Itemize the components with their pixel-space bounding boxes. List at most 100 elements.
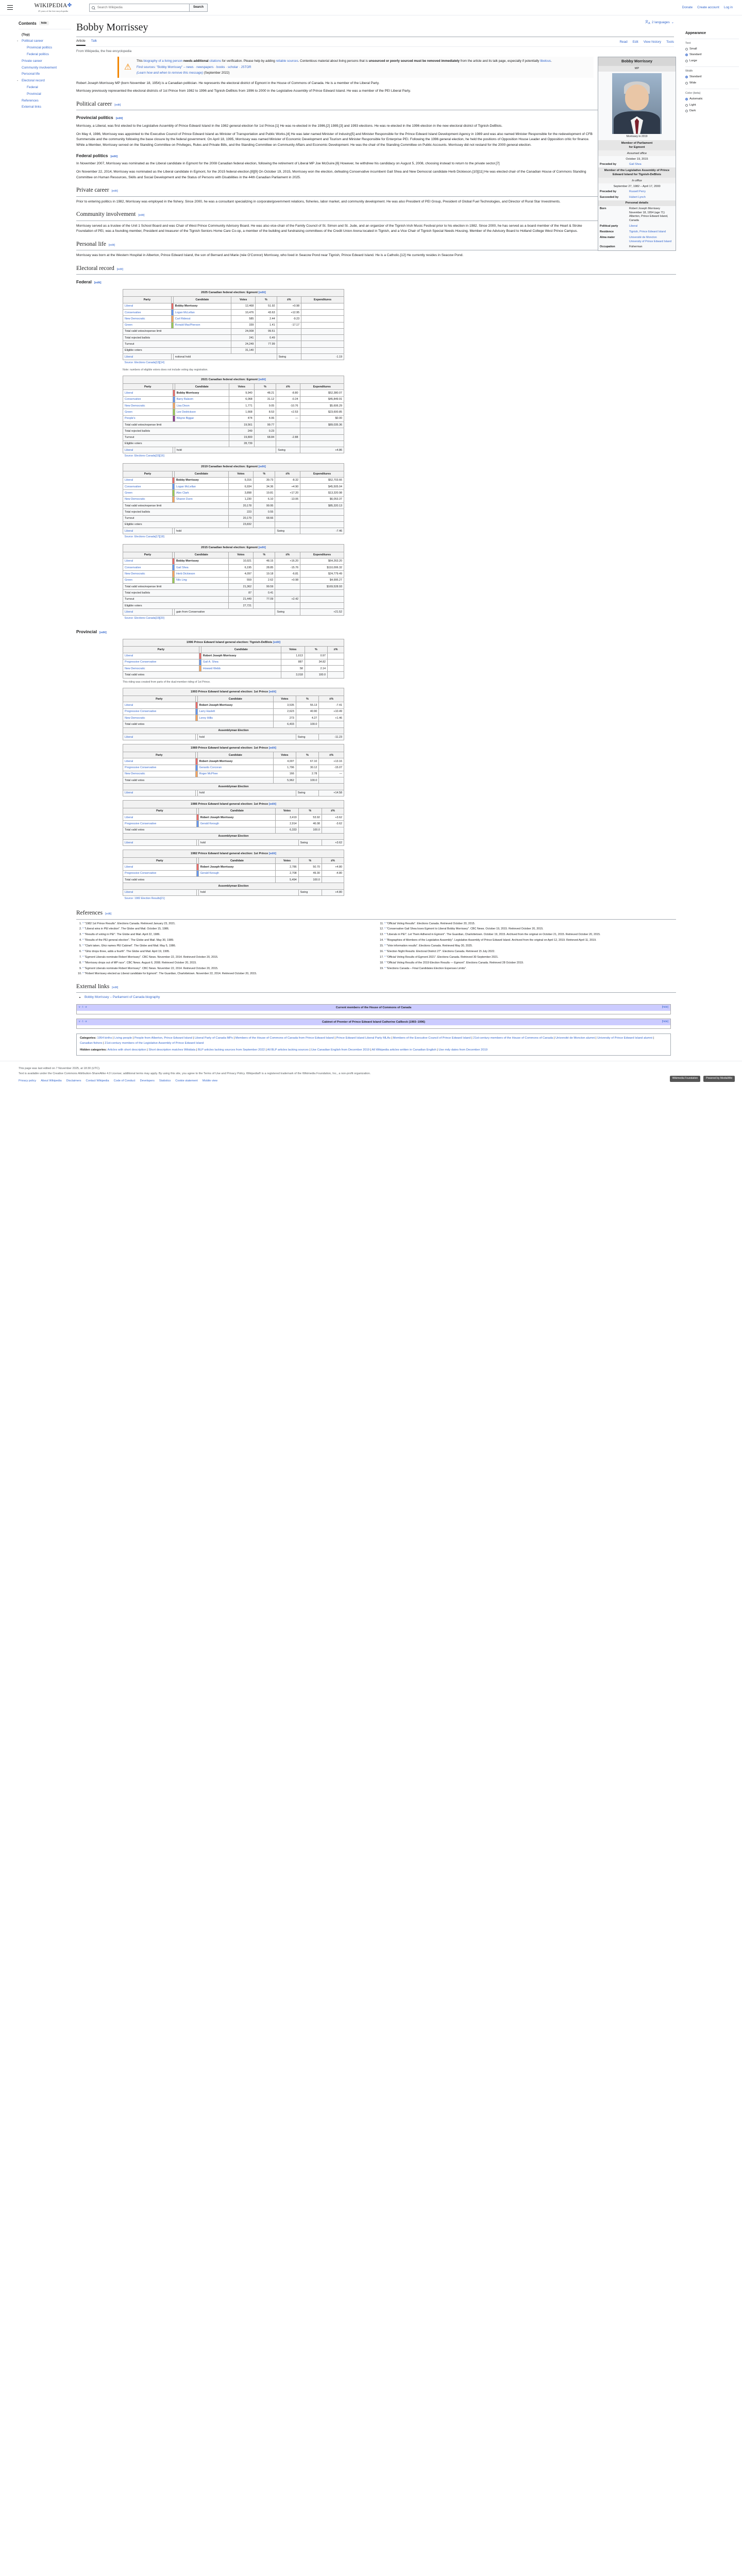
navbox-hide[interactable]: [hide] [662,1005,668,1009]
login-link[interactable]: Log in [723,5,733,9]
create-account-link[interactable]: Create account [697,5,719,9]
radio-icon[interactable] [685,104,688,107]
hidden-category-item[interactable]: All Wikipedia articles written in Canadi… [372,1048,436,1052]
footer-link[interactable]: Statistics [159,1079,171,1082]
edit-link[interactable]: [edit] [114,104,121,107]
toc-item-provincial-politics[interactable]: Provincial politics [27,46,53,50]
hidden-category-item[interactable]: Use mdy dates from December 2019 [439,1048,488,1052]
tab-talk[interactable]: Talk [91,39,97,43]
appearance-width-standard[interactable]: Standard [685,74,739,80]
radio-icon[interactable] [685,54,688,57]
cell-candidate: Bobby Morrissey [174,477,229,484]
navbox-hide[interactable]: [hide] [662,1020,668,1024]
hidden-category-item[interactable]: All BLP articles lacking sources [267,1048,309,1052]
toc-item-external-links[interactable]: External links [22,105,42,109]
tab-edit[interactable]: Edit [632,40,638,44]
tab-article[interactable]: Article [76,39,86,46]
toc-hide-button[interactable]: hide [39,21,49,25]
edit-link[interactable]: [edit] [110,155,118,158]
tab-view-history[interactable]: View history [643,40,662,44]
category-item[interactable]: Members of the House of Commons of Canad… [235,1037,334,1040]
banner-link-citations[interactable]: citations [209,59,222,63]
navbox-vde[interactable]: v · t · e [79,1020,87,1024]
hidden-category-item[interactable]: BLP articles lacking sources from Septem… [197,1048,265,1052]
toc-item-electoral-record[interactable]: ⌄ Electoral record [16,78,45,83]
category-item[interactable]: Université de Moncton alumni [555,1037,595,1040]
toc-item-federal[interactable]: Federal [27,85,38,89]
footer-link[interactable]: Mobile view [202,1079,218,1082]
footer-link[interactable]: Developers [140,1079,155,1082]
wikimedia-badge[interactable]: Wikimedia Foundation [669,1076,701,1082]
edit-link[interactable]: [edit] [108,243,115,247]
language-selector[interactable]: 文A 2 languages ⌄ [645,20,674,26]
radio-icon[interactable] [685,81,688,84]
hidden-category-item[interactable]: Use Canadian English from December 2019 [311,1048,370,1052]
appearance-color-dark[interactable]: Dark [685,108,739,114]
appearance-text-small[interactable]: Small [685,46,739,52]
appearance-width-wide[interactable]: Wide [685,80,739,86]
appearance-text-large[interactable]: Large [685,58,739,63]
category-item[interactable]: Canadian fishers [80,1042,103,1045]
footer-link[interactable]: Privacy policy [19,1079,37,1082]
category-item[interactable]: 1954 births [97,1037,112,1040]
radio-icon[interactable] [685,76,688,79]
chevron-down-icon[interactable]: ⌄ [16,78,19,82]
cell-summary-label: Total valid votes [122,826,276,834]
edit-link[interactable]: [edit] [115,117,123,121]
banner-link-libelous[interactable]: libelous [540,59,551,63]
edit-link[interactable]: [edit] [116,267,123,271]
external-link-item[interactable]: Bobby Morrissey – Parliament of Canada b… [85,995,676,1000]
category-item[interactable]: People from Alberton, Prince Edward Isla… [134,1037,193,1040]
hidden-category-item[interactable]: Short description matches Wikidata [148,1048,196,1052]
banner-find-sources[interactable]: Find sources: "Bobby Morrissey" – news ·… [137,65,251,69]
edit-link[interactable]: [edit] [111,190,118,193]
edit-link[interactable]: [edit] [138,214,145,217]
toc-item-community-involvement[interactable]: Community involvement [22,65,57,70]
tools-menu[interactable]: Tools [666,40,674,44]
hidden-category-item[interactable]: Articles with short description [107,1048,146,1052]
toc-item-private-career[interactable]: Private career [22,59,42,63]
edit-link[interactable]: [edit] [105,912,112,916]
appearance-text-standard[interactable]: Standard [685,52,739,58]
mediawiki-badge[interactable]: Powered by MediaWiki [703,1076,735,1082]
category-item[interactable]: Liberal Party of Canada MPs [194,1037,233,1040]
tab-read[interactable]: Read [619,40,628,44]
toc-item-provincial[interactable]: Provincial [27,92,41,96]
toc-item-references[interactable]: References [22,98,39,103]
radio-icon[interactable] [685,109,688,112]
banner-link-reliable[interactable]: reliable sources [276,59,298,63]
footer-link[interactable]: Cookie statement [175,1079,198,1082]
edit-link[interactable]: [edit] [94,281,102,285]
appearance-color-light[interactable]: Light [685,102,739,108]
navbox-vde[interactable]: v · t · e [79,1005,87,1009]
category-item[interactable]: Members of the Executive Council of Prin… [393,1037,471,1040]
footer-link[interactable]: About Wikipedia [41,1079,62,1082]
radio-icon[interactable] [685,98,688,101]
radio-icon[interactable] [685,48,688,51]
footer-link[interactable]: Code of Conduct [113,1079,136,1082]
radio-icon[interactable] [685,59,688,62]
wikipedia-logo[interactable]: WIKIPEDIA✤ 25 years of the free encyclop… [22,2,84,13]
category-item[interactable]: University of Prince Edward Island alumn… [597,1037,653,1040]
search-button[interactable]: Search [190,3,208,12]
footer-link[interactable]: Disclaimers [66,1079,81,1082]
edit-link[interactable]: [edit] [112,986,119,989]
search-input[interactable] [96,5,187,10]
toc-item-political-career[interactable]: ⌄ Political career [16,39,43,43]
toc-item-personal-life[interactable]: Personal life [22,72,40,76]
chevron-down-icon[interactable]: ⌄ [16,39,19,42]
category-item[interactable]: Prince Edward Island Liberal Party MLAs [336,1037,391,1040]
main-menu-icon[interactable] [7,4,13,11]
category-item[interactable]: 21st-century members of the House of Com… [473,1037,553,1040]
category-item[interactable]: 21st-century members of the Legislative … [105,1042,204,1045]
edit-link[interactable]: [edit] [99,631,107,634]
search-input-wrapper[interactable] [89,3,190,12]
appearance-color-automatic[interactable]: Automatic [685,96,739,102]
toc-item-top[interactable]: (Top) [22,32,30,37]
category-item[interactable]: Living people [114,1037,132,1040]
toc-item-federal-politics[interactable]: Federal politics [27,52,49,56]
banner-link-blp[interactable]: biography of a living person [143,59,183,63]
footer-link[interactable]: Contact Wikipedia [86,1079,109,1082]
cell-candidate: Lisa Dixon [174,402,229,410]
donate-link[interactable]: Donate [682,5,693,9]
